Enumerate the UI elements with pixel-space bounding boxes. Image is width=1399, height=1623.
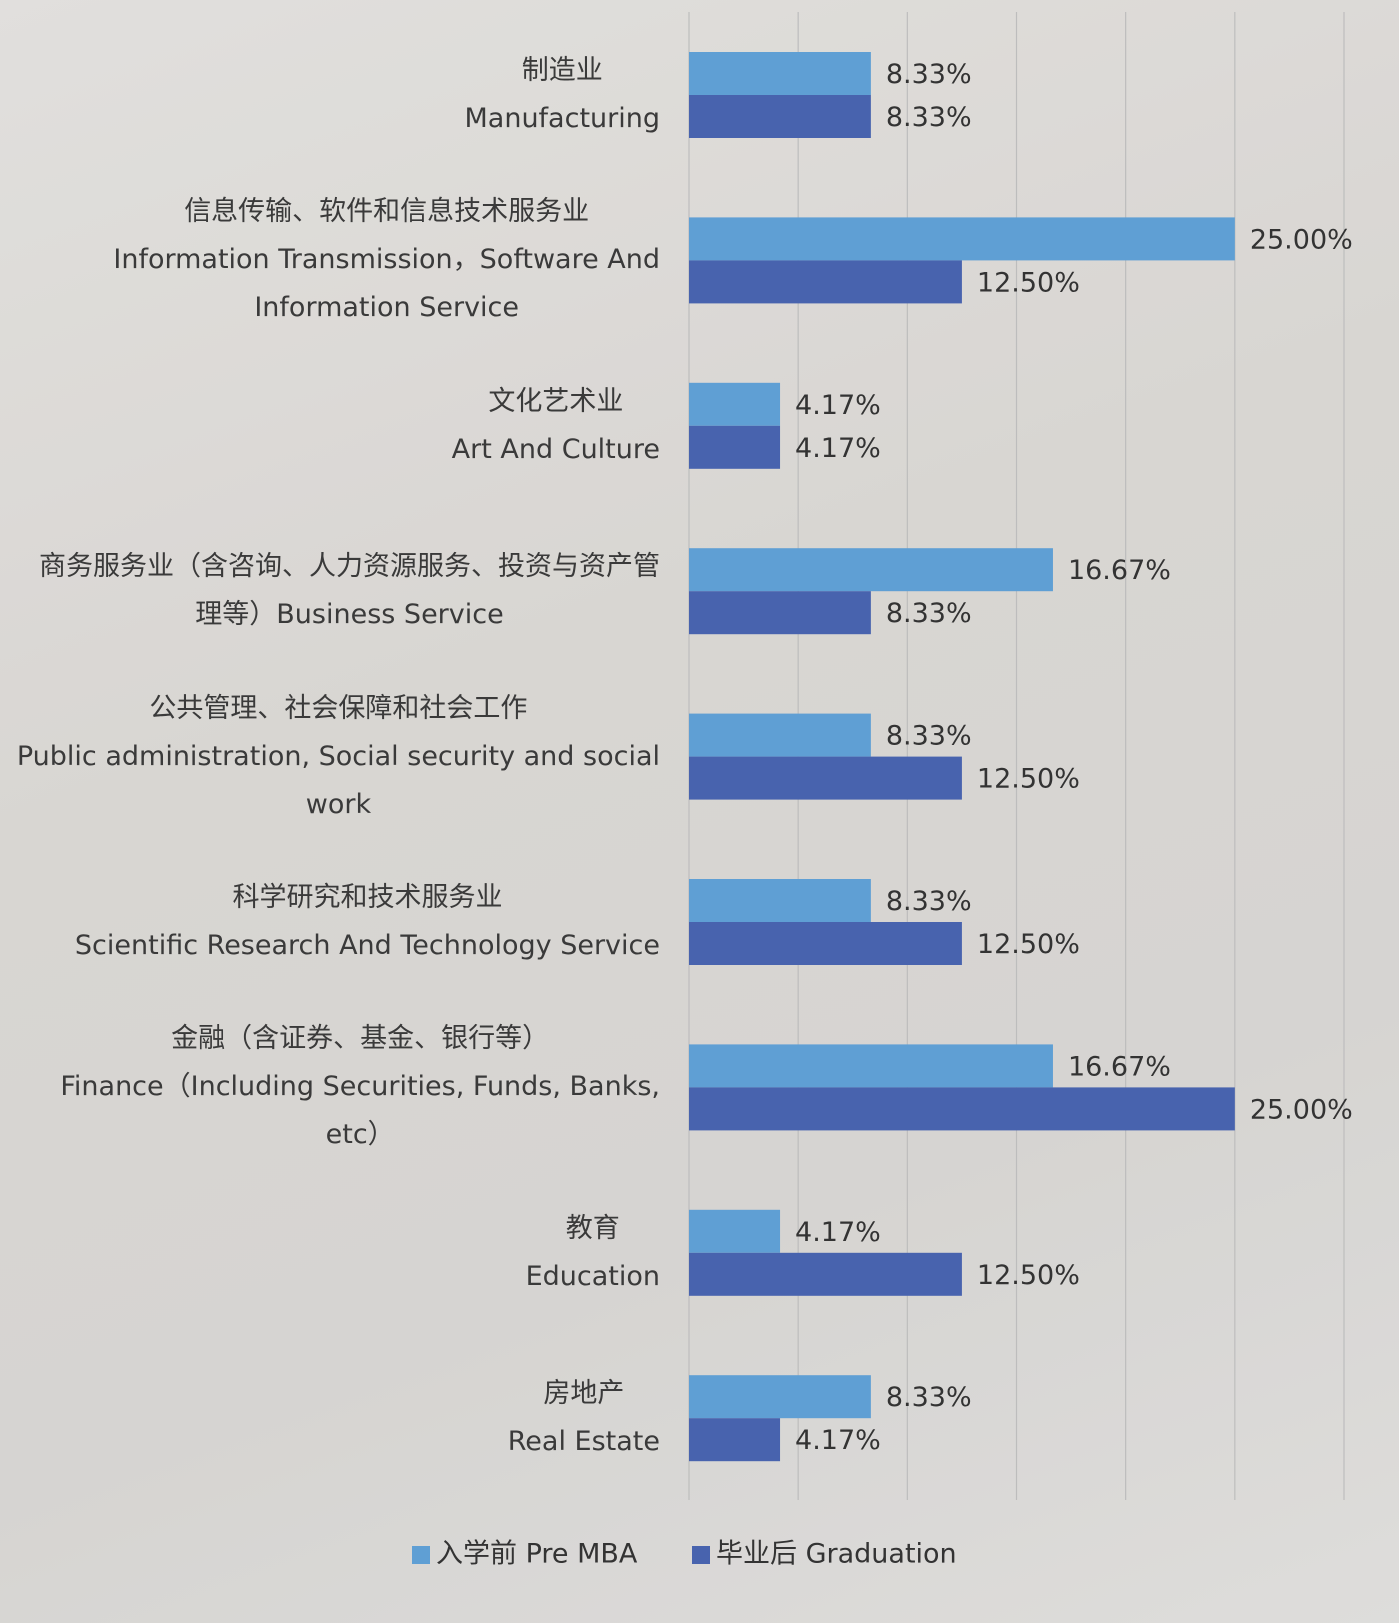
- legend-label: 毕业后 Graduation: [716, 1539, 957, 1570]
- bar: [689, 425, 781, 469]
- bar: [689, 1252, 962, 1296]
- value-label: 25.00%: [1250, 1094, 1353, 1125]
- category-label: 文化艺术业 Art And Culture: [451, 385, 660, 465]
- value-label: 16.67%: [1068, 555, 1171, 586]
- bar: [689, 1087, 1235, 1131]
- value-label: 12.50%: [977, 764, 1080, 795]
- bar: [689, 1209, 781, 1253]
- value-label: 4.17%: [795, 433, 881, 464]
- value-label: 8.33%: [886, 721, 972, 752]
- legend-label: 入学前 Pre MBA: [436, 1539, 638, 1570]
- bar: [689, 713, 871, 757]
- category-label: 房地产 Real Estate: [507, 1378, 660, 1458]
- value-label: 4.17%: [795, 1425, 881, 1456]
- value-label: 4.17%: [795, 1217, 881, 1248]
- bar: [689, 1044, 1053, 1088]
- category-label: 科学研究和技术服务业 Scientific Research And Techn…: [74, 882, 660, 961]
- value-label: 8.33%: [886, 102, 972, 133]
- value-label: 12.50%: [977, 267, 1080, 298]
- value-label: 8.33%: [886, 59, 972, 90]
- bar: [689, 382, 781, 426]
- value-label: 12.50%: [977, 929, 1080, 960]
- category-label: 信息传输、软件和信息技术服务业 Information Transmission…: [113, 196, 660, 324]
- legend-swatch: [692, 1546, 710, 1564]
- category-label: 公共管理、社会保障和社会工作 Public administration, So…: [16, 692, 660, 820]
- bar: [689, 52, 871, 95]
- value-label: 4.17%: [795, 390, 881, 421]
- category-label: 商务服务业（含咨询、人力资源服务、投资与资产管 理等）Business Serv…: [39, 551, 660, 631]
- bar: [689, 1375, 871, 1419]
- category-label: 金融（含证券、基金、银行等） Finance（Including Securit…: [60, 1023, 660, 1151]
- bar: [689, 260, 962, 304]
- bar: [689, 879, 871, 922]
- bar: [689, 95, 871, 138]
- bar: [689, 1418, 781, 1462]
- value-label: 8.33%: [886, 1382, 972, 1413]
- value-label: 8.33%: [886, 598, 972, 629]
- bar: [689, 217, 1235, 261]
- value-label: 25.00%: [1250, 224, 1353, 255]
- bar: [689, 591, 871, 635]
- bar: [689, 756, 962, 800]
- bar: [689, 548, 1053, 592]
- bar: [689, 922, 962, 965]
- value-label: 8.33%: [886, 886, 972, 917]
- value-label: 16.67%: [1068, 1051, 1171, 1082]
- value-label: 12.50%: [977, 1260, 1080, 1291]
- legend-swatch: [412, 1546, 430, 1564]
- category-label: 教育 Education: [525, 1212, 660, 1292]
- category-label: 制造业 Manufacturing: [464, 55, 660, 134]
